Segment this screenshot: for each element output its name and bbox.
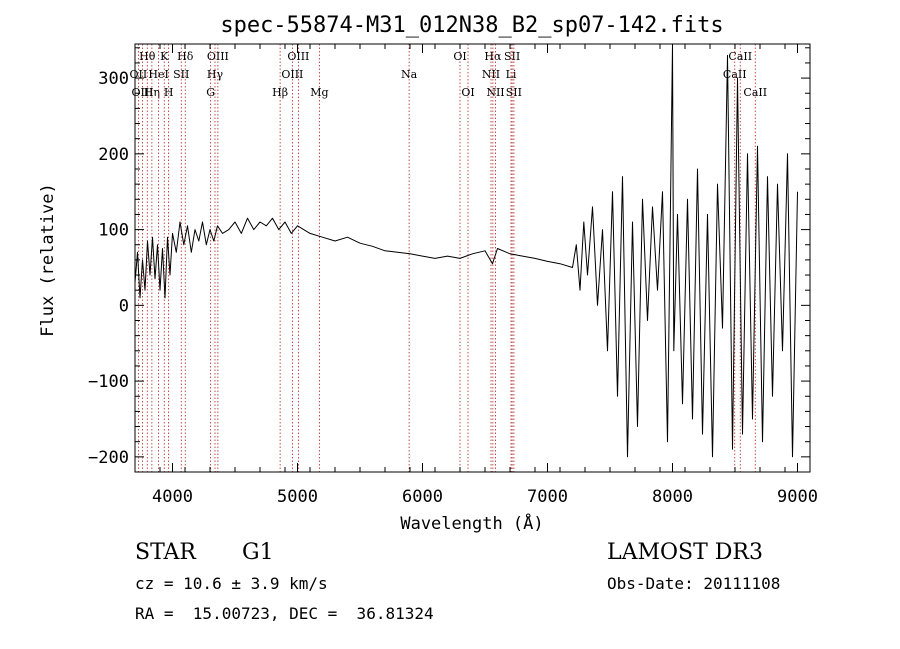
marker-label-15: Mg: [310, 86, 328, 99]
chart-title: spec-55874-M31_012N38_B2_sp07-142.fits: [220, 13, 723, 38]
marker-label-13: OIII: [281, 68, 303, 81]
y-tick-label-3: 100: [98, 221, 129, 241]
marker-label-12: OIII: [287, 50, 309, 63]
marker-label-1: OII: [130, 68, 148, 81]
redshift-cz: cz = 10.6 ± 3.9 km/s: [135, 574, 328, 593]
marker-label-2: OIII: [131, 86, 153, 99]
marker-label-25: CaII: [728, 50, 752, 63]
x-tick-label-4: 8000: [652, 487, 693, 507]
marker-label-0: Hθ: [139, 50, 156, 63]
y-axis-label: Flux (relative): [38, 183, 58, 337]
plot-frame: [134, 43, 811, 473]
x-tick-label-2: 6000: [402, 487, 443, 507]
marker-label-19: Hα: [484, 50, 502, 63]
marker-label-23: NII: [486, 86, 504, 99]
marker-label-6: H: [164, 86, 174, 99]
x-tick-label-0: 4000: [152, 487, 193, 507]
ra-dec: RA = 15.00723, DEC = 36.81324: [135, 604, 434, 623]
x-tick-label-5: 9000: [777, 487, 818, 507]
marker-label-22: Li: [506, 68, 517, 81]
marker-label-16: Na: [401, 68, 418, 81]
y-tick-label-4: 200: [98, 145, 129, 165]
marker-label-26: CaII: [723, 68, 747, 81]
spectrum-series: [134, 43, 798, 458]
marker-label-3: Hη: [144, 86, 160, 99]
marker-label-14: Hβ: [272, 86, 288, 99]
x-tick-label-3: 7000: [527, 487, 568, 507]
x-axis-label: Wavelength (Å): [400, 512, 543, 534]
marker-label-17: OI: [453, 50, 466, 63]
marker-label-7: Hδ: [177, 50, 194, 63]
marker-label-5: HeI: [148, 68, 168, 81]
y-tick-label-2: 0: [119, 296, 129, 316]
series-line-0: [134, 43, 798, 458]
object-type: STAR: [135, 540, 196, 565]
marker-label-18: OI: [461, 86, 474, 99]
marker-label-4: K: [160, 50, 169, 63]
y-tick-label-1: −100: [88, 372, 129, 392]
marker-label-10: Hγ: [207, 68, 224, 81]
marker-label-20: SII: [504, 50, 520, 63]
marker-label-27: CaII: [743, 86, 767, 99]
marker-label-24: SII: [506, 86, 522, 99]
marker-label-9: OIII: [207, 50, 229, 63]
object-subclass: G1: [242, 540, 274, 565]
survey-name: LAMOST DR3: [607, 540, 763, 565]
observation-date: Obs-Date: 20111108: [607, 574, 781, 593]
marker-label-21: NII: [482, 68, 500, 81]
marker-label-11: G: [206, 86, 215, 99]
y-tick-label-5: 300: [98, 69, 129, 89]
x-tick-label-1: 5000: [277, 487, 318, 507]
marker-label-8: SII: [173, 68, 189, 81]
axis-ticks: 4000 5000 6000 7000 8000 9000 −200 −100 0 100 200 3…: [88, 44, 818, 507]
y-tick-label-0: −200: [88, 448, 129, 468]
